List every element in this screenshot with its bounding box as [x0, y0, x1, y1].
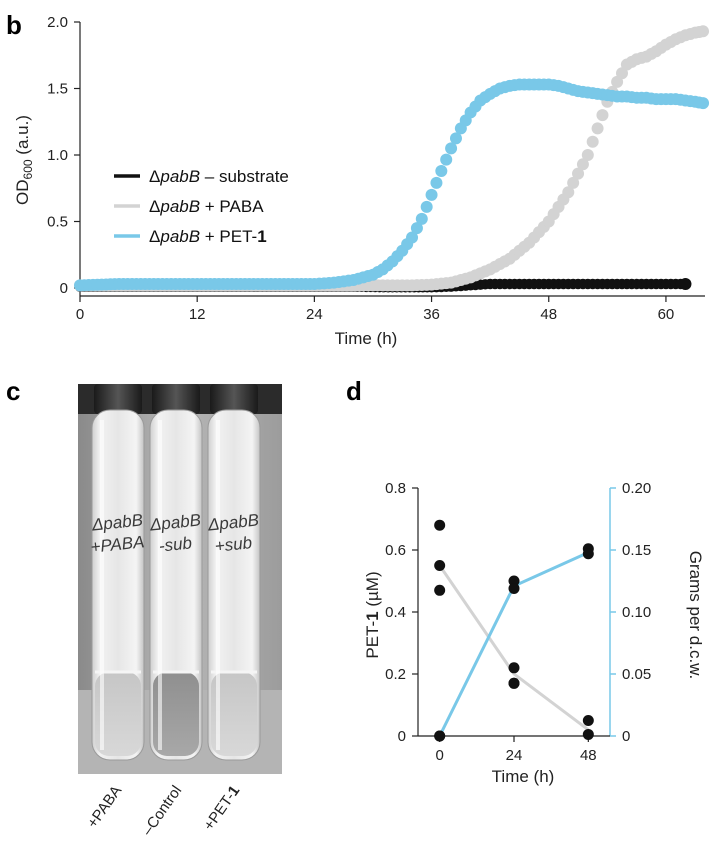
- tube-highlight: [158, 420, 162, 750]
- pet1-data-point: [582, 548, 594, 560]
- growth-data-point: [591, 122, 604, 135]
- tube-label-0: +PABA: [84, 783, 125, 832]
- tube-handwriting-line2: +sub: [214, 533, 253, 556]
- growth-x-tick-label: 36: [423, 306, 440, 323]
- pet1-chart: 0 24 48 0 0.2 0.4 0.6 0.8 0 0.05 0.10 0.15 0.20 Time…: [363, 480, 705, 786]
- growth-chart-series: [74, 25, 710, 293]
- pet1-chart-axes: [417, 488, 611, 737]
- pet1-chart-series: [434, 519, 594, 742]
- pet1-right-tick-label: 0.20: [622, 480, 651, 497]
- growth-y-tick-label: 2.0: [47, 14, 68, 31]
- growth-chart-ticks: 0 12 24 36 48 60 0 0.5 1.0 1.5 2.0: [47, 14, 674, 323]
- growth-data-point: [596, 109, 609, 122]
- growth-data-point: [572, 167, 585, 180]
- growth-data-point: [410, 222, 423, 235]
- growth-data-point: [567, 176, 580, 189]
- pet1-x-tick-label: 0: [436, 747, 444, 764]
- growth-data-point: [586, 135, 599, 148]
- pet1-left-tick-label: 0.2: [385, 666, 406, 683]
- growth-data-point: [430, 176, 443, 189]
- pet1-x-tick-label: 48: [580, 747, 597, 764]
- growth-x-tick-label: 48: [540, 306, 557, 323]
- pet1-data-point: [508, 582, 520, 594]
- growth-chart-legend: ΔpabB – substrate ΔpabB + PABA ΔpabB + PET…: [114, 167, 289, 246]
- pet1-data-point: [434, 560, 446, 571]
- pet1-data-point: [582, 715, 594, 726]
- growth-x-tick-label: 12: [189, 306, 206, 323]
- growth-chart-xlabel: Time (h): [335, 329, 398, 348]
- growth-series-2: [74, 78, 710, 292]
- growth-data-point: [697, 97, 710, 110]
- growth-chart-ylabel: OD600 (a.u.): [13, 115, 35, 205]
- panel-letter-b: b: [6, 10, 22, 40]
- pet1-data-point: [508, 662, 520, 674]
- growth-y-tick-label: 0.5: [47, 214, 68, 231]
- tube-labels: +PABA –Control +PET-1: [84, 783, 243, 839]
- growth-data-point: [576, 158, 589, 171]
- tube-highlight: [100, 420, 104, 750]
- growth-chart-axes: [79, 22, 705, 297]
- growth-data-point: [697, 25, 710, 38]
- growth-data-point: [440, 153, 453, 166]
- tube-cap: [152, 384, 200, 414]
- growth-y-tick-label: 1.0: [47, 147, 68, 164]
- tube-label-2: +PET-1: [200, 783, 243, 834]
- tube-liquid: [211, 672, 257, 756]
- growth-data-point: [420, 200, 433, 213]
- growth-data-point: [445, 142, 458, 155]
- pet1-left-tick-label: 0.8: [385, 480, 406, 497]
- pet1-left-tick-label: 0.4: [385, 604, 406, 621]
- pet1-right-tick-label: 0.10: [622, 604, 651, 621]
- pet1-chart-ylabel-left: PET-1 (µM): [363, 571, 382, 658]
- growth-data-point: [562, 186, 575, 199]
- pet1-data-point: [582, 728, 594, 740]
- pet1-right-tick-label: 0.05: [622, 666, 651, 683]
- growth-x-tick-label: 0: [76, 306, 84, 323]
- legend-entry-2: ΔpabB + PET-1: [149, 227, 267, 246]
- pet1-data-point: [434, 584, 446, 596]
- growth-data-point: [581, 149, 594, 161]
- growth-y-tick-label: 0: [60, 280, 68, 297]
- pet1-chart-xlabel: Time (h): [492, 767, 555, 786]
- tube-cap: [94, 384, 142, 414]
- growth-series-1: [74, 25, 710, 292]
- growth-data-point: [406, 231, 419, 244]
- growth-curve-chart: 0 12 24 36 48 60 0 0.5 1.0 1.5 2.0 Time (h) OD600 …: [13, 14, 710, 348]
- pet1-mean-line-0: [438, 564, 590, 731]
- panel-letter-d: d: [346, 376, 362, 406]
- growth-x-tick-label: 60: [658, 306, 675, 323]
- pet1-chart-ticks: 0 24 48 0 0.2 0.4 0.6 0.8 0 0.05 0.10 0.15 0.20: [385, 480, 651, 764]
- tube-cap: [210, 384, 258, 414]
- panel-letter-c: c: [6, 376, 20, 406]
- culture-tube-1: ΔpabB-sub: [148, 384, 203, 761]
- legend-entry-1: ΔpabB + PABA: [149, 197, 264, 216]
- pet1-data-point: [434, 519, 446, 531]
- growth-data-point: [679, 278, 692, 291]
- growth-x-tick-label: 24: [306, 306, 323, 323]
- tube-handwriting-line2: -sub: [158, 533, 193, 555]
- culture-tube-0: ΔpabB+PABA: [90, 384, 145, 761]
- growth-data-point: [415, 212, 428, 225]
- pet1-data-point: [508, 677, 520, 689]
- pet1-right-tick-label: 0: [622, 728, 630, 745]
- pet1-x-tick-label: 24: [506, 747, 523, 764]
- tube-liquid: [153, 672, 199, 756]
- growth-y-tick-label: 1.5: [47, 81, 68, 98]
- growth-data-point: [425, 188, 438, 201]
- pet1-data-point: [434, 730, 446, 742]
- pet1-right-tick-label: 0.15: [622, 542, 651, 559]
- tube-label-1: –Control: [139, 783, 185, 839]
- pet1-chart-ylabel-right: Grams per d.c.w.: [686, 551, 705, 679]
- tube-liquid: [95, 672, 141, 756]
- legend-entry-0: ΔpabB – substrate: [149, 167, 289, 186]
- growth-data-point: [435, 164, 448, 177]
- tube-highlight: [216, 420, 220, 750]
- growth-data-point: [449, 132, 462, 145]
- pet1-left-tick-label: 0.6: [385, 542, 406, 559]
- culture-tube-2: ΔpabB+sub: [206, 384, 261, 761]
- pet1-left-tick-label: 0: [398, 728, 406, 745]
